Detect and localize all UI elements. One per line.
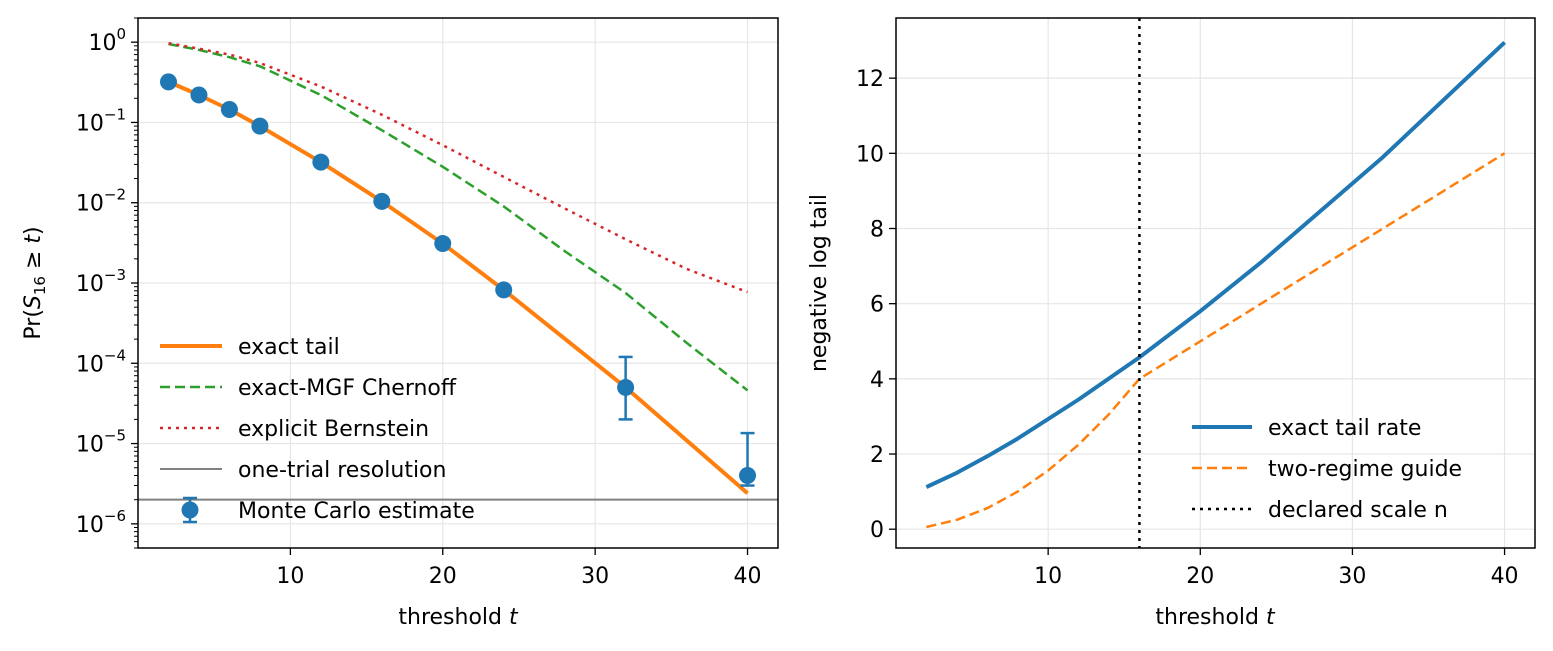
right-chart-panel: 10 20 30 40 0 2 4 6 8 10 12 threshold t negative l…: [807, 17, 1536, 630]
y-tick-label: 2: [870, 443, 884, 468]
right-chart-xlabel: threshold t: [1155, 605, 1276, 630]
y-tick-label: 6: [870, 293, 884, 318]
left-chart-grid: [138, 18, 778, 548]
left-chart-xlabel: threshold t: [398, 605, 519, 630]
series-line: [167, 80, 749, 495]
legend-marker: [181, 501, 199, 519]
right-chart-series: [925, 18, 1506, 548]
monte-carlo-point: [159, 73, 177, 91]
y-tick-label: 4: [870, 368, 884, 393]
left-chart-ylabel: Pr(S16 ≥ t): [21, 226, 49, 339]
right-chart-ylabel: negative log tail: [807, 194, 832, 372]
legend-label: declared scale n: [1268, 498, 1448, 523]
series-line: [925, 40, 1506, 489]
y-tick-label: 8: [870, 217, 884, 242]
x-tick-label: 10: [276, 564, 304, 589]
x-tick-label: 20: [429, 564, 457, 589]
monte-carlo-point: [495, 281, 513, 299]
x-tick-label: 30: [1338, 564, 1366, 589]
legend-label: exact tail: [238, 335, 340, 360]
monte-carlo-point: [312, 153, 330, 171]
y-tick-label: 10−3: [76, 266, 126, 297]
monte-carlo-point: [434, 235, 452, 253]
legend-label: Monte Carlo estimate: [238, 499, 475, 524]
x-tick-label: 40: [1491, 564, 1519, 589]
y-tick-label: 10: [856, 142, 884, 167]
series-line: [168, 41, 748, 294]
legend-label: explicit Bernstein: [238, 417, 429, 442]
y-tick-label: 10−5: [76, 427, 126, 458]
monte-carlo-point: [251, 117, 269, 135]
legend-label: two-regime guide: [1268, 457, 1462, 482]
x-tick-label: 40: [734, 564, 762, 589]
right-chart-grid: [896, 18, 1535, 548]
legend-label: exact tail rate: [1268, 416, 1421, 441]
left-chart-panel: 10 20 30 40 100 10−1 10−2 10−3 10−4 10−5 10−6 thre…: [21, 17, 779, 630]
y-tick-label: 12: [856, 67, 884, 92]
y-tick-label: 10−1: [76, 105, 126, 136]
monte-carlo-point: [739, 467, 757, 485]
series-line: [926, 152, 1506, 529]
right-chart-frame: [895, 17, 1536, 549]
monte-carlo-point: [220, 100, 238, 118]
y-tick-label: 10−4: [76, 346, 126, 377]
x-tick-label: 10: [1034, 564, 1062, 589]
right-chart-legend: exact tail rate two-regime guide declared …: [1192, 416, 1462, 523]
legend-label: one-trial resolution: [238, 458, 446, 483]
x-tick-label: 20: [1186, 564, 1214, 589]
monte-carlo-point: [617, 378, 635, 396]
legend-label: exact-MGF Chernoff: [238, 376, 457, 401]
left-chart-series: [138, 41, 778, 501]
monte-carlo-point: [373, 192, 391, 210]
monte-carlo-point: [190, 86, 208, 104]
left-chart-legend: exact tail exact-MGF Chernoff explicit Ber…: [160, 335, 475, 524]
y-tick-label: 0: [870, 518, 884, 543]
y-tick-label: 10−6: [76, 507, 126, 538]
y-tick-label: 100: [88, 25, 126, 56]
x-tick-label: 30: [581, 564, 609, 589]
left-chart-ticks: 10 20 30 40 100 10−1 10−2 10−3 10−4 10−5 10−6: [76, 17, 762, 589]
right-chart-ticks: 10 20 30 40 0 2 4 6 8 10 12: [856, 67, 1519, 589]
y-tick-label: 10−2: [76, 186, 126, 217]
